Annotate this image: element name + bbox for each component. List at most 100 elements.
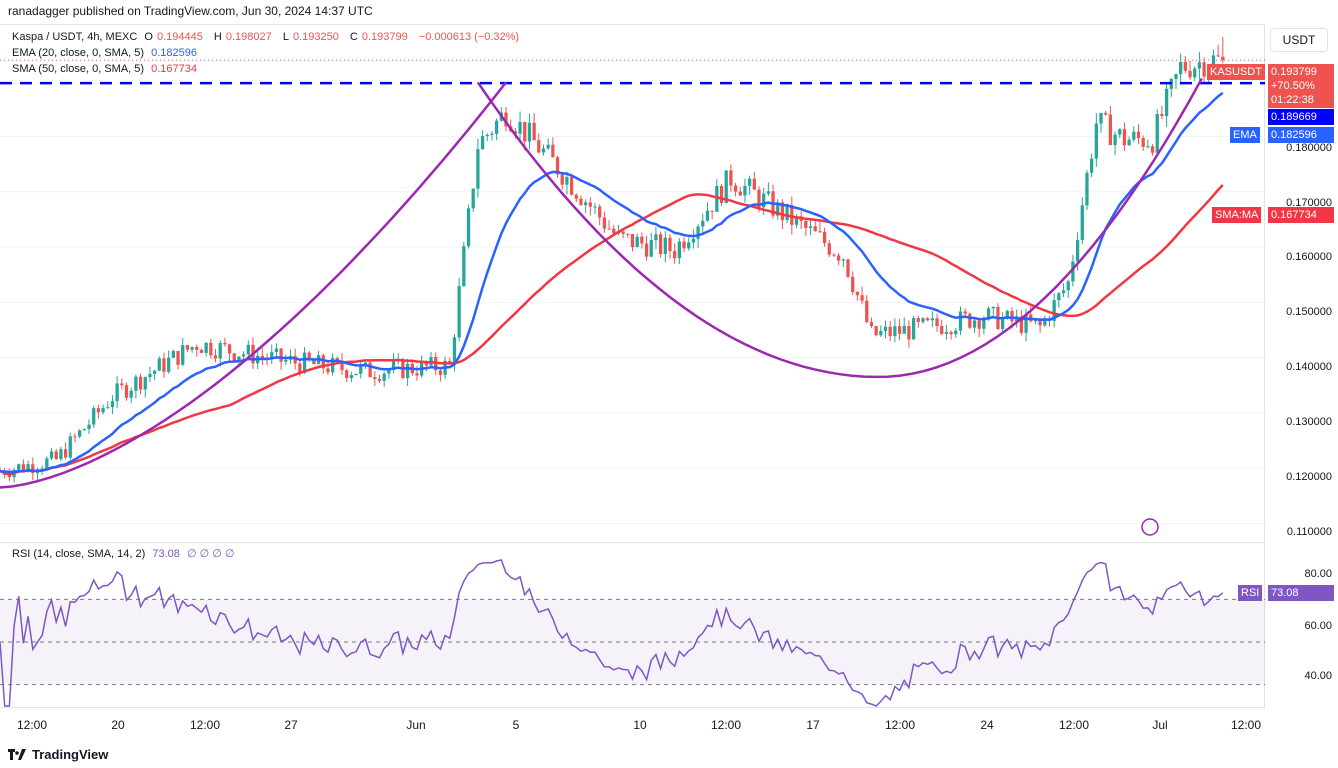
candle-body [218, 343, 222, 359]
candle-body [658, 234, 663, 254]
candle-body [869, 322, 874, 327]
candle-body [780, 202, 785, 221]
candle-body [822, 231, 827, 244]
rsi-tick: 60.00 [1304, 620, 1332, 632]
price-tick: 0.150000 [1286, 306, 1332, 318]
candle-body [298, 363, 302, 373]
candle-body [7, 474, 12, 478]
time-tick: Jul [1152, 718, 1168, 732]
candle-body [673, 251, 677, 259]
tradingview-logo-icon [8, 748, 26, 760]
time-tick: Jun [406, 718, 426, 732]
candle-body [883, 326, 888, 331]
candle-body [621, 231, 625, 234]
candle-body [1038, 320, 1042, 326]
candle-body [279, 348, 283, 362]
candle-body [593, 206, 597, 208]
candle-body [195, 346, 199, 350]
candle-body [213, 355, 218, 359]
rsi-value-tag: 73.08 [1268, 585, 1334, 601]
legend-ema-label: EMA (20, close, 0, SMA, 5) [12, 47, 145, 59]
candle-body [1104, 112, 1108, 115]
candle-body [92, 408, 96, 425]
candle-body [897, 326, 902, 334]
lightning-icon [1141, 518, 1159, 536]
sma-name-tag: SMA:MA [1212, 207, 1262, 223]
legend-rsi-label: RSI (14, close, SMA, 14, 2) [12, 548, 146, 560]
time-tick: 12:00 [710, 718, 742, 732]
candle-body [949, 332, 953, 335]
legend-l: L 0.193250 [282, 31, 339, 43]
candle-body [860, 295, 864, 301]
legend-rsi-extra: ∅ ∅ ∅ ∅ [186, 548, 235, 560]
tradingview-logo[interactable]: TradingView [8, 747, 108, 762]
candle-body [349, 375, 354, 379]
candle-body [1108, 114, 1113, 145]
candle-body [846, 259, 850, 277]
candle-body [560, 174, 564, 185]
legend-sma-value: 0.167734 [151, 63, 198, 75]
candle-body [551, 144, 555, 158]
candle-body [424, 361, 428, 366]
candle-body [373, 377, 377, 379]
candle-body [466, 208, 471, 247]
time-tick: 5 [512, 718, 520, 732]
candle-body [532, 122, 536, 141]
ema-line [0, 91, 1224, 474]
candle-body [916, 318, 920, 322]
candle-body [565, 177, 569, 185]
candle-body [1099, 112, 1103, 124]
legend-ema-line: EMA (20, close, 0, SMA, 5) 0.182596 [12, 47, 201, 59]
candle-body [345, 370, 349, 379]
candle-body [120, 383, 124, 386]
candle-body [644, 243, 649, 257]
price-axis[interactable]: 0.180000 0.170000 0.160000 0.150000 0.14… [1265, 24, 1338, 708]
candle-body [274, 348, 279, 353]
candle-body [82, 429, 86, 431]
price-tick: 0.120000 [1286, 471, 1332, 483]
candle-body [490, 133, 494, 135]
price-tick: 0.110000 [1286, 526, 1332, 538]
candle-body [241, 354, 246, 357]
candle-body [1071, 261, 1075, 282]
candle-body [701, 220, 705, 227]
legend-symbol-line: Kaspa / USDT, 4h, MEXC O 0.194445 H 0.1980… [12, 31, 523, 43]
legend-c: C 0.193799 [349, 31, 408, 43]
candle-body [1090, 158, 1094, 173]
candle-body [26, 464, 30, 472]
candle-body [359, 365, 363, 374]
candle-body [813, 226, 817, 232]
candle-body [930, 318, 934, 321]
last-price: 0.193799 [1271, 66, 1317, 78]
rsi-panel[interactable] [0, 543, 1265, 708]
rsi-tick: 80.00 [1304, 568, 1332, 580]
candle-body [832, 254, 836, 256]
candle-body [415, 373, 419, 376]
candle-body [1122, 129, 1127, 146]
candle-body [649, 240, 653, 257]
rsi-line [0, 559, 1224, 707]
currency-button[interactable]: USDT [1270, 28, 1328, 52]
candle-body [35, 470, 40, 474]
cup-curve [476, 77, 1203, 379]
candle-body [31, 464, 35, 474]
candle-body [485, 134, 489, 137]
candle-body [1141, 138, 1145, 147]
candle-body [879, 330, 883, 336]
candle-body [302, 352, 307, 373]
time-axis[interactable]: 12:00 20 12:00 27 Jun 5 10 12:00 17 12:0… [0, 708, 1265, 740]
candle-body [246, 344, 250, 355]
candle-body [640, 236, 644, 244]
candle-body [588, 202, 592, 207]
candle-body [504, 112, 508, 127]
candle-body [1000, 317, 1005, 330]
candle-body [96, 408, 101, 413]
candle-body [991, 306, 995, 309]
time-tick: 12:00 [189, 718, 221, 732]
candle-body [691, 238, 696, 243]
candle-body [804, 221, 808, 228]
price-panel[interactable] [0, 24, 1265, 543]
candle-body [874, 326, 878, 336]
candle-body [963, 311, 967, 314]
